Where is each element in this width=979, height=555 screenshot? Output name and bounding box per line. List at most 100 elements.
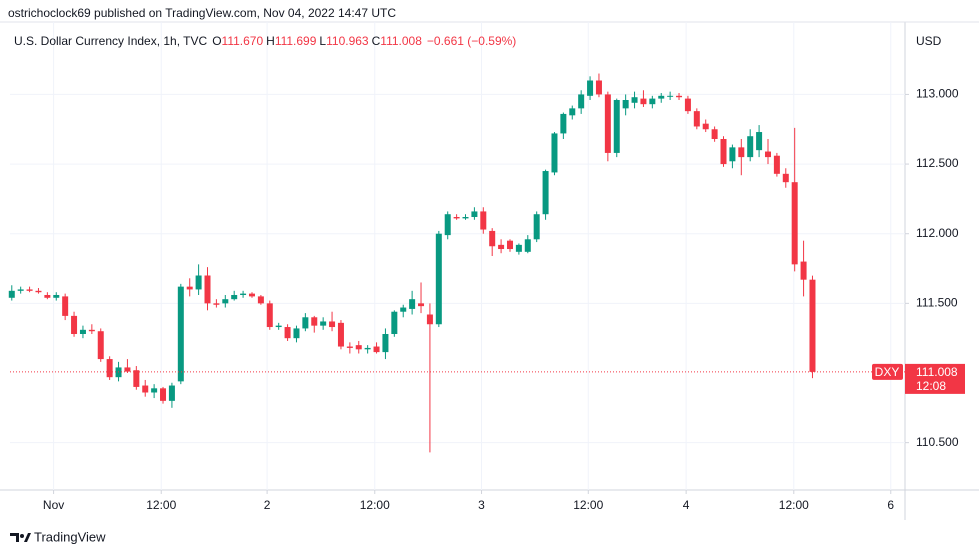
candle-body (142, 385, 149, 393)
candle-body (551, 133, 558, 173)
candle-body (506, 240, 513, 250)
candle-body (151, 388, 158, 393)
y-tick-label: 111.500 (916, 296, 958, 310)
x-tick-label: 12:00 (779, 498, 809, 512)
candle-body (311, 317, 318, 326)
candle-body (418, 303, 425, 307)
candle-body (426, 314, 433, 325)
legend-key: H (266, 34, 275, 48)
candle-body (667, 95, 674, 97)
candle-body (231, 295, 238, 300)
plot (8, 22, 905, 490)
candle-body (400, 307, 407, 312)
brand: TradingView (34, 529, 106, 544)
x-tick-label: Nov (43, 498, 64, 512)
candle-body (8, 290, 15, 298)
symbol-tag-label: DXY (875, 365, 900, 379)
candle-body (578, 94, 585, 109)
candle-body (391, 311, 398, 334)
candle-body (587, 80, 594, 96)
y-tick-label: 112.500 (916, 156, 959, 170)
candle-body (809, 279, 816, 372)
candle-body (106, 359, 113, 378)
candle-body (498, 244, 505, 250)
candle-body (524, 239, 531, 252)
candle-body (747, 136, 754, 158)
x-tick-label: 4 (683, 498, 690, 512)
candle-body (693, 111, 700, 127)
candle-body (560, 113, 567, 134)
candle-body (293, 328, 300, 339)
candle-body (62, 296, 69, 316)
candle-body (782, 173, 789, 183)
candle-body (622, 100, 629, 109)
legend-change: −0.661 (−0.59%) (427, 34, 516, 48)
candle-body (186, 286, 193, 290)
candle-body (240, 293, 247, 295)
candle-body (640, 98, 647, 105)
candle-body (168, 385, 175, 401)
legend-value: 111.699 (275, 34, 317, 48)
price-tag (905, 363, 965, 394)
legend-key: L (319, 34, 326, 48)
candle-body (88, 329, 95, 332)
candle-body (177, 286, 184, 382)
candle-body (649, 98, 656, 105)
y-tick-label: 110.500 (916, 435, 959, 449)
candle-body (595, 80, 602, 95)
candle-body (489, 230, 496, 247)
x-tick-label: 12:00 (360, 498, 390, 512)
candle-body (35, 290, 42, 293)
candle-body (604, 94, 611, 153)
candle-body (444, 214, 451, 236)
candle-body (738, 147, 745, 158)
candle-body (346, 346, 353, 348)
x-tick-label: 12:00 (573, 498, 603, 512)
candle-body (756, 132, 763, 151)
candle-body (631, 97, 638, 103)
candle-body (124, 367, 131, 372)
brand-logo (10, 533, 31, 542)
currency: USD (916, 34, 942, 48)
candle-body (97, 331, 104, 360)
x-tick-label: 2 (264, 498, 271, 512)
candle-body (720, 139, 727, 165)
candle-body (44, 295, 51, 298)
legend-value: 111.008 (380, 34, 422, 48)
candle-body (480, 211, 487, 230)
candle-body (462, 217, 469, 219)
candle-body (658, 95, 665, 99)
legend-key: C (372, 34, 381, 48)
candle-body (613, 100, 620, 153)
candle-body (284, 327, 291, 339)
candle-body (133, 370, 140, 387)
candle-body (364, 347, 371, 350)
candle-body (764, 151, 771, 158)
candle-body (569, 108, 576, 116)
legend-key: O (212, 34, 221, 48)
candle-body (329, 321, 336, 328)
candle-body (320, 321, 327, 326)
candle-body (213, 303, 220, 305)
countdown: 12:08 (916, 379, 946, 393)
candle-body (684, 98, 691, 112)
y-tick-label: 113.000 (916, 87, 959, 101)
candle-body (337, 322, 344, 347)
candle-body (222, 299, 229, 304)
x-tick-label: 3 (478, 498, 485, 512)
candle-body (542, 171, 549, 215)
legend: U.S. Dollar Currency Index, 1h, TVC O111.… (14, 34, 516, 48)
candle-body (26, 289, 33, 291)
candle-body (257, 296, 264, 304)
legend-value: 111.670 (222, 34, 264, 48)
legend-value: 110.963 (326, 34, 369, 48)
candle-body (533, 214, 540, 240)
candle-body (17, 289, 24, 291)
legend-title: U.S. Dollar Currency Index, 1h, TVC (14, 34, 208, 48)
candle-body (471, 211, 478, 217)
candle-body (729, 147, 736, 162)
price-tag-label: 111.008 (916, 365, 958, 379)
